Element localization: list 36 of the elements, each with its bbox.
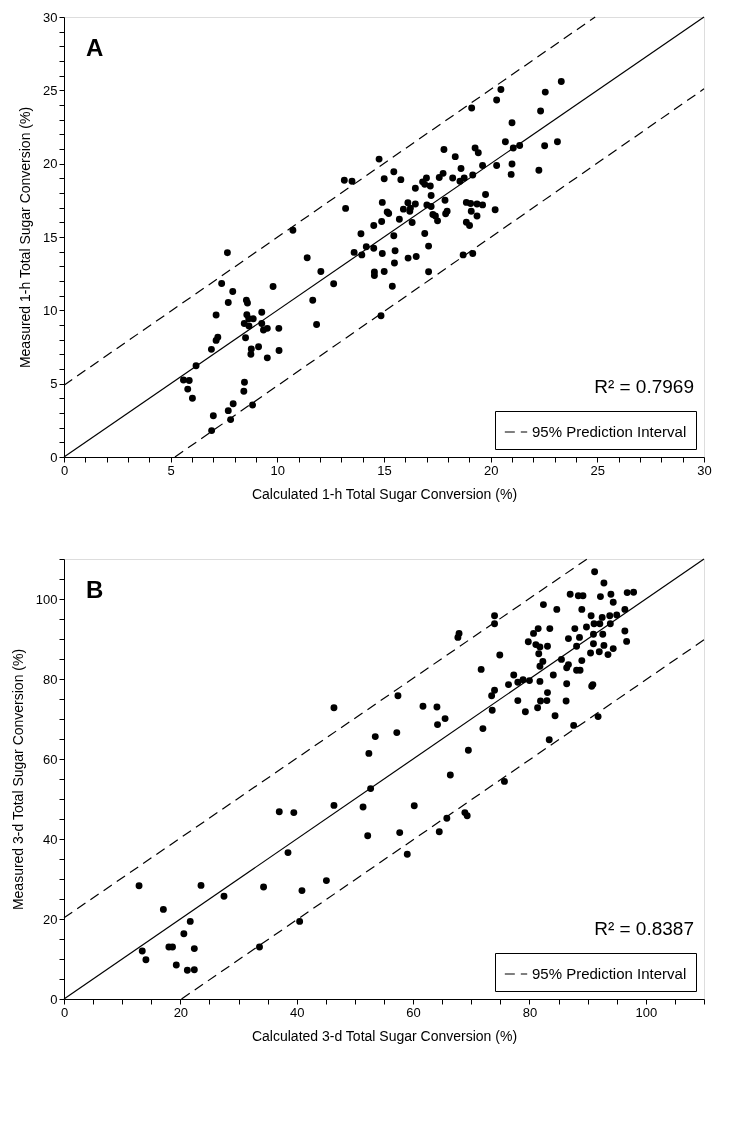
y-tick-label: 60 — [43, 751, 58, 767]
x-tick-label: 40 — [289, 1004, 305, 1020]
x-axis-title: Calculated 3-d Total Sugar Conversion (%) — [251, 1027, 518, 1044]
y-tick-label: 30 — [43, 9, 58, 25]
annotation: R² = 0.8387 — [594, 918, 694, 939]
x-tick-label: 60 — [406, 1004, 421, 1020]
x-tick-label: 25 — [590, 462, 606, 478]
x-tick-label: 15 — [377, 462, 392, 478]
y-tick-label: 15 — [43, 229, 58, 245]
y-tick-label: 25 — [43, 82, 58, 98]
y-axis-title: Measured 1-h Total Sugar Conversion (%) — [17, 106, 34, 369]
x-tick-label: 100 — [635, 1004, 658, 1020]
y-tick-label: 0 — [50, 991, 58, 1007]
y-tick-label: 20 — [43, 911, 58, 927]
y-tick-label: 100 — [35, 591, 58, 607]
x-tick-label: 0 — [60, 462, 69, 478]
x-tick-label: 80 — [522, 1004, 538, 1020]
x-axis-title: Calculated 1-h Total Sugar Conversion (%) — [251, 485, 518, 502]
x-tick-label: 5 — [167, 462, 175, 478]
y-tick-label: 10 — [43, 302, 58, 318]
legend-label: 95% Prediction Interval — [532, 965, 687, 982]
y-tick-label: 40 — [43, 831, 58, 847]
x-tick-label: 0 — [60, 1004, 69, 1020]
annotation: R² = 0.7969 — [594, 376, 694, 397]
x-tick-label: 30 — [697, 462, 712, 478]
y-tick-label: 20 — [43, 156, 58, 172]
annotation: B — [86, 576, 104, 603]
legend-label: 95% Prediction Interval — [532, 423, 687, 440]
y-axis-title: Measured 3-d Total Sugar Conversion (%) — [9, 648, 26, 911]
annotation: A — [86, 34, 104, 61]
x-tick-label: 20 — [483, 462, 499, 478]
y-tick-label: 80 — [43, 671, 58, 687]
x-tick-label: 10 — [270, 462, 286, 478]
x-tick-label: 20 — [173, 1004, 189, 1020]
y-tick-label: 0 — [50, 449, 58, 465]
y-tick-label: 5 — [50, 376, 58, 392]
